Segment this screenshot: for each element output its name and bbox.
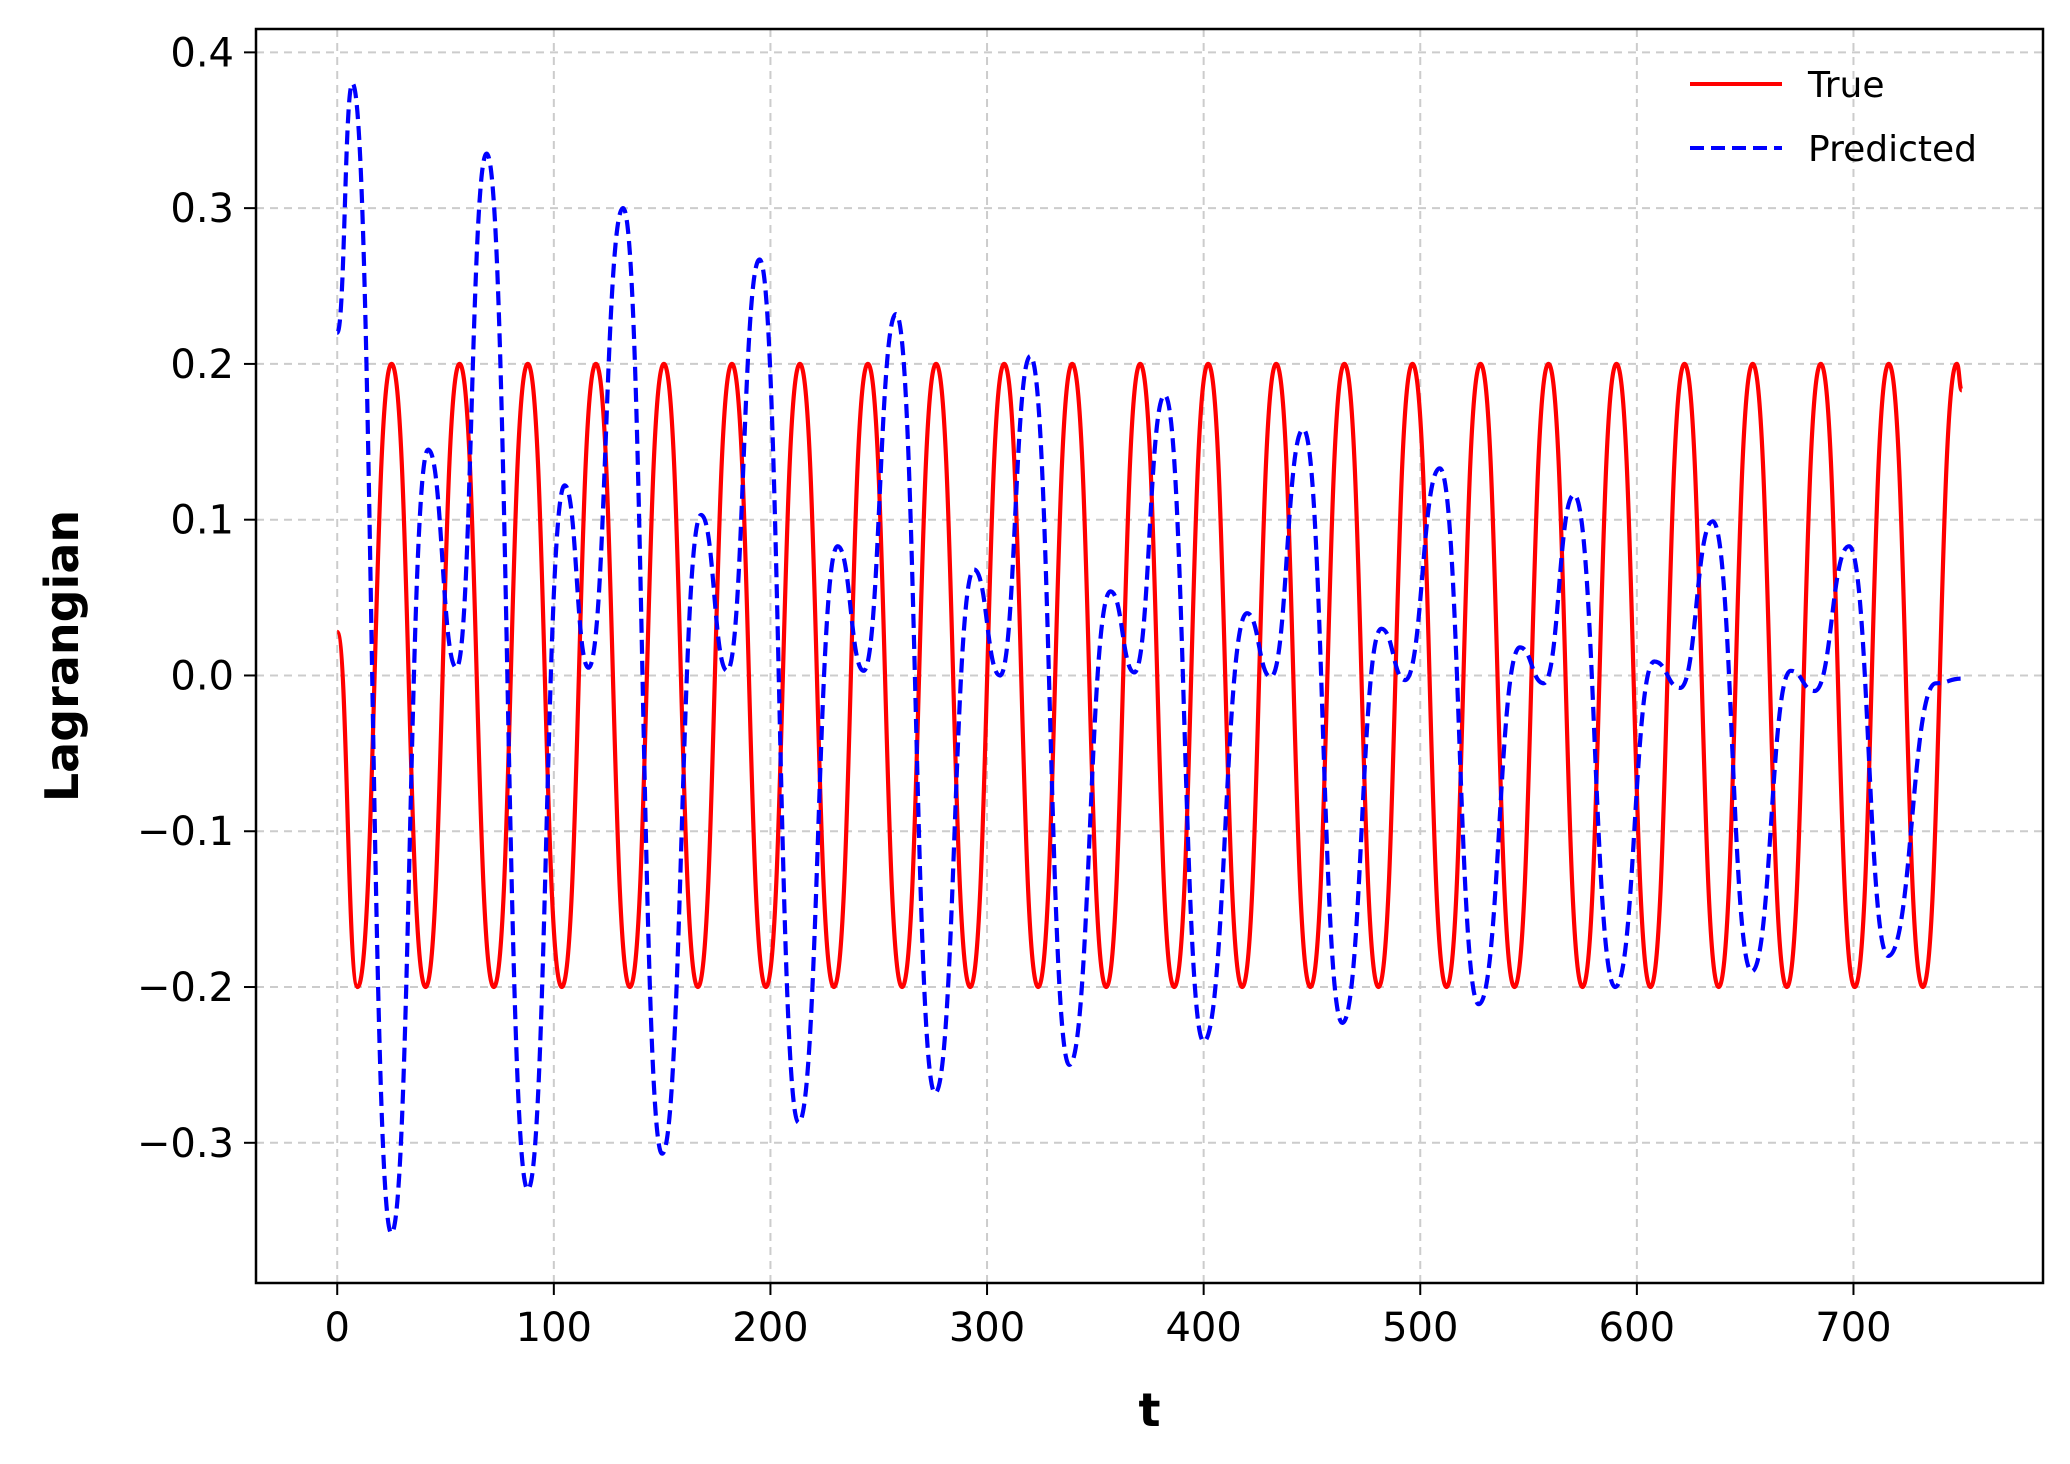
x-tick-label: 400	[1165, 1305, 1241, 1351]
legend: True Predicted	[1690, 65, 1977, 170]
x-tick-label: 600	[1599, 1305, 1675, 1351]
y-tick-label: −0.2	[137, 965, 234, 1011]
legend-label-predicted: Predicted	[1808, 129, 1977, 170]
series-layer	[335, 81, 1964, 1236]
series-line-predicted	[335, 81, 1962, 1236]
grid	[256, 29, 2043, 1283]
y-tick-label: 0.2	[170, 342, 234, 388]
x-tick-label: 300	[949, 1305, 1025, 1351]
legend-label-true: True	[1807, 65, 1884, 106]
x-tick-label: 0	[325, 1305, 350, 1351]
x-tick-label: 700	[1815, 1305, 1891, 1351]
y-tick-label: 0.0	[170, 653, 234, 699]
plot-frame	[254, 27, 2045, 1285]
x-axis-label: t	[1139, 1383, 1161, 1437]
x-tick-label: 100	[516, 1305, 592, 1351]
y-tick-label: 0.1	[170, 498, 234, 544]
y-axis: −0.3 −0.2 −0.1 0.0 0.1 0.2 0.3 0.4	[137, 30, 256, 1167]
x-tick-label: 500	[1382, 1305, 1458, 1351]
y-axis-label: Lagrangian	[35, 510, 89, 802]
y-tick-label: −0.3	[137, 1121, 234, 1167]
x-axis: 0 100 200 300 400 500 600 700	[325, 1283, 1892, 1351]
y-tick-label: 0.4	[170, 30, 234, 76]
x-tick-label: 200	[732, 1305, 808, 1351]
y-tick-label: −0.1	[137, 809, 234, 855]
y-tick-label: 0.3	[170, 186, 234, 232]
